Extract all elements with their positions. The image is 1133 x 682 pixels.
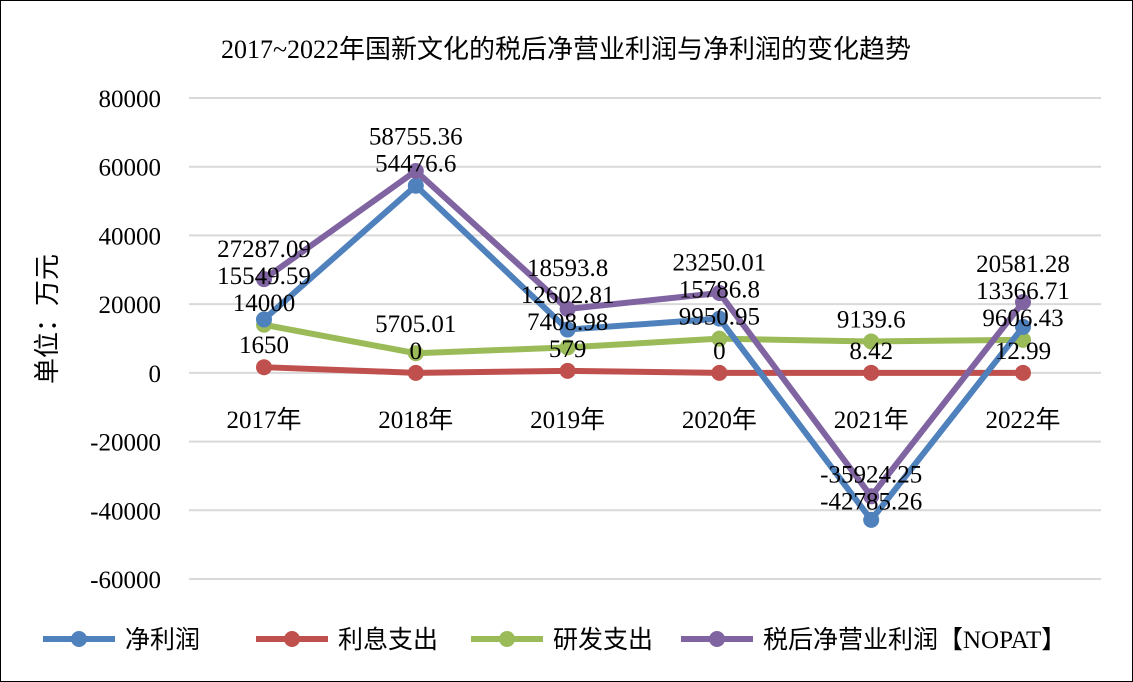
series-line [262,182,1026,523]
y-tick-label: 80000 [99,86,162,113]
legend-marker [71,631,87,647]
data-label: 54476.6 [375,151,456,178]
data-point [1015,318,1031,335]
data-label: 12602.81 [521,282,615,309]
series-line [263,321,1024,357]
data-point [1015,364,1031,381]
data-point [256,271,272,288]
data-point [559,362,576,379]
x-tick-label: 2020年 [682,406,757,434]
x-tick-label: 2018年 [378,406,453,434]
data-point [407,177,424,194]
data-point [559,321,576,338]
data-label: 9950.95 [679,304,760,331]
x-tick-label: 2022年 [985,406,1060,434]
data-label: 13366.71 [976,278,1070,305]
data-label: 8.42 [849,338,893,365]
data-point [407,162,424,179]
data-label: 0 [410,338,423,365]
data-label: 15786.8 [679,277,760,304]
legend-label: 税后净营业利润【NOPAT】 [763,626,1066,654]
data-point [407,345,424,362]
data-label: 7408.98 [527,309,608,336]
legend-label: 研发支出 [553,626,653,654]
data-label: 5705.01 [375,311,456,338]
data-label: -35924.25 [820,461,922,488]
y-tick-label: -20000 [90,430,161,457]
y-tick-label: -60000 [90,567,161,594]
data-point [863,511,880,528]
data-point [256,359,272,376]
data-label: 23250.01 [673,250,767,277]
data-point [711,310,728,327]
data-point [256,311,272,328]
data-point [559,300,576,317]
y-tick-label: 20000 [99,292,162,319]
data-label: 1650 [239,332,289,359]
data-point [711,330,728,347]
data-label: 9606.43 [982,305,1063,332]
data-label: 20581.28 [976,251,1070,278]
data-label: 579 [549,336,587,363]
data-point [863,488,880,505]
y-tick-label: -40000 [90,498,161,525]
data-label: 58755.36 [369,124,463,151]
x-tick-label: 2017年 [226,406,301,434]
chart-title: 2017~2022年国新文化的税后净营业利润与净利润的变化趋势 [221,35,911,64]
legend-label: 净利润 [125,626,200,654]
data-label: 27287.09 [217,236,311,263]
series-line [263,364,1024,376]
data-point [863,364,880,381]
y-tick-label: 40000 [99,223,162,250]
data-point [863,333,880,350]
data-point [711,284,728,301]
y-tick-label: 60000 [99,155,162,182]
data-label: 9139.6 [837,306,906,333]
data-label: -42785.26 [820,488,922,515]
x-tick-label: 2021年 [834,406,909,434]
x-tick-label: 2019年 [530,406,605,434]
data-label: 18593.8 [527,255,608,282]
legend-label: 利息支出 [338,626,438,654]
legend-marker [709,631,725,647]
data-point [407,364,424,381]
data-point [711,364,728,381]
legend-marker [499,631,515,647]
data-point [559,339,576,356]
y-tick-label: 0 [149,361,162,388]
series-line [262,167,1026,500]
legend-marker [284,631,300,647]
data-point [1015,294,1031,311]
data-label: 14000 [233,290,296,317]
data-label: 0 [713,338,726,365]
data-label: 15549.59 [217,263,311,290]
data-label: 12.99 [995,338,1051,365]
y-axis-label: 单位：万元 [33,254,62,384]
